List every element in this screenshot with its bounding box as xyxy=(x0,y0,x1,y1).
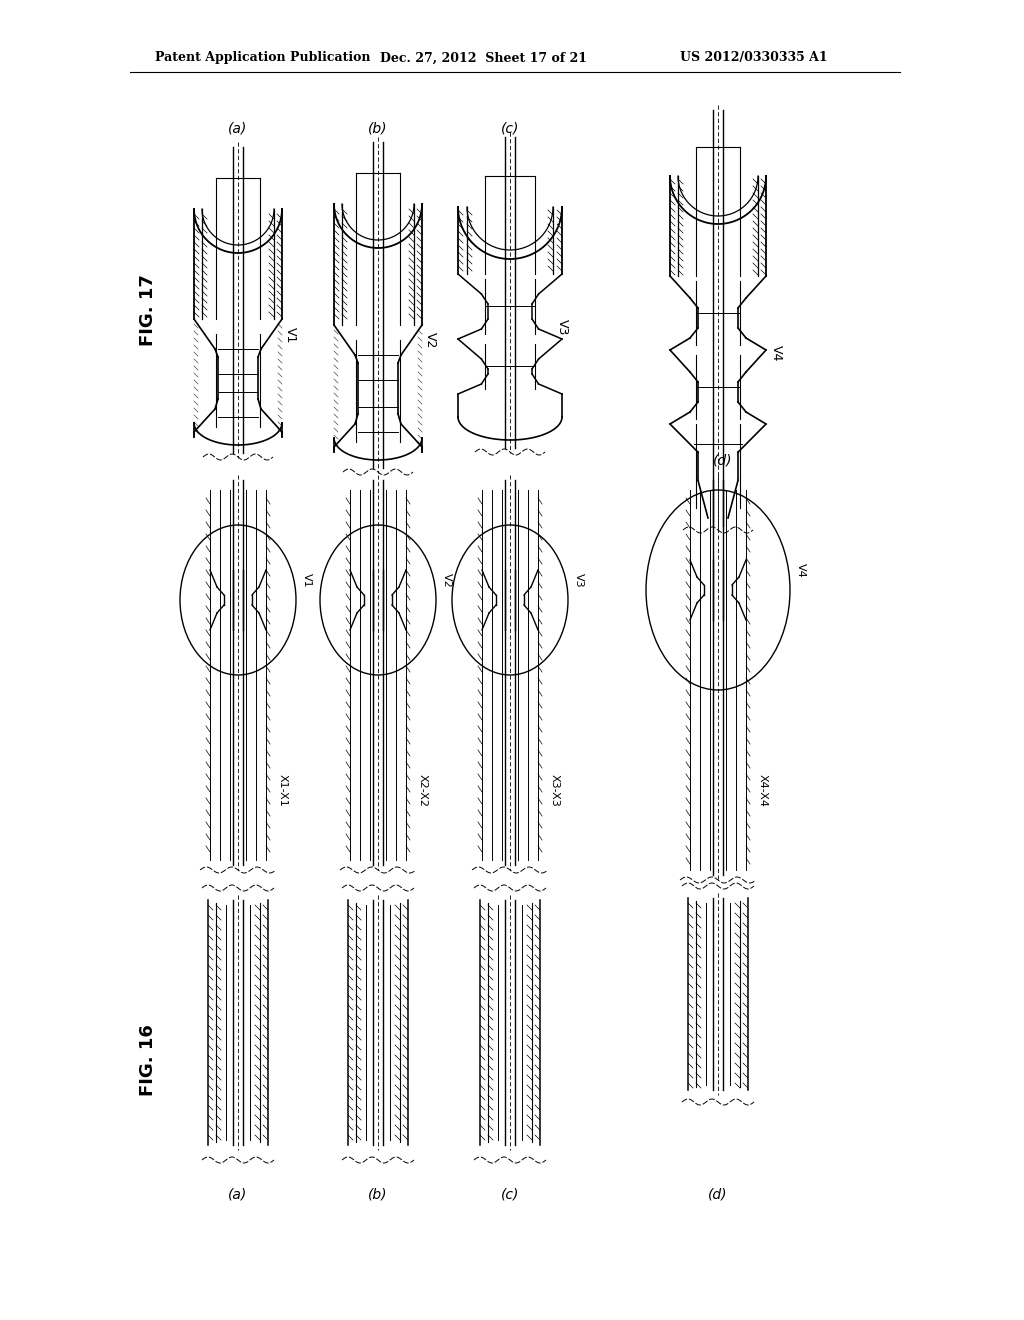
Text: (a): (a) xyxy=(228,121,248,135)
Text: X4-X4: X4-X4 xyxy=(758,774,768,807)
Text: (a): (a) xyxy=(228,1188,248,1203)
Text: V3: V3 xyxy=(555,319,568,335)
Text: V4: V4 xyxy=(769,345,782,362)
Text: (c): (c) xyxy=(501,121,519,135)
Text: V1: V1 xyxy=(302,573,312,587)
Text: V1: V1 xyxy=(284,327,297,343)
Text: Dec. 27, 2012  Sheet 17 of 21: Dec. 27, 2012 Sheet 17 of 21 xyxy=(380,51,587,65)
Text: (c): (c) xyxy=(501,1188,519,1203)
Text: (d): (d) xyxy=(709,1188,728,1203)
Text: (b): (b) xyxy=(369,1188,388,1203)
Text: V4: V4 xyxy=(796,562,806,577)
Text: X2-X2: X2-X2 xyxy=(418,774,428,807)
Text: V3: V3 xyxy=(574,573,584,587)
Text: FIG. 16: FIG. 16 xyxy=(139,1024,157,1096)
Text: (d): (d) xyxy=(714,453,733,467)
Text: Patent Application Publication: Patent Application Publication xyxy=(155,51,371,65)
Text: X1-X1: X1-X1 xyxy=(278,774,288,807)
Text: FIG. 17: FIG. 17 xyxy=(139,275,157,346)
Text: (b): (b) xyxy=(369,121,388,135)
Text: V2: V2 xyxy=(424,331,436,348)
Text: V2: V2 xyxy=(442,573,452,587)
Text: X3-X3: X3-X3 xyxy=(550,774,560,807)
Text: US 2012/0330335 A1: US 2012/0330335 A1 xyxy=(680,51,827,65)
